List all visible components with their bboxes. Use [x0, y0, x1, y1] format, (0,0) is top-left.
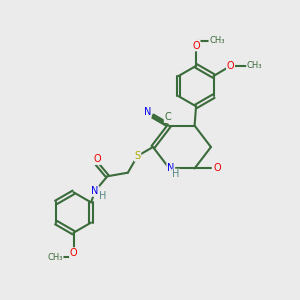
- Text: O: O: [227, 61, 234, 71]
- Text: O: O: [70, 248, 77, 258]
- Text: CH₃: CH₃: [47, 253, 63, 262]
- Text: O: O: [93, 154, 101, 164]
- Text: N: N: [144, 107, 151, 117]
- Text: N: N: [167, 164, 175, 173]
- Text: H: H: [172, 169, 179, 179]
- Text: N: N: [91, 186, 99, 196]
- Text: S: S: [134, 151, 141, 161]
- Text: CH₃: CH₃: [247, 61, 262, 70]
- Text: CH₃: CH₃: [209, 36, 225, 45]
- Text: O: O: [192, 41, 200, 51]
- Text: H: H: [99, 190, 106, 200]
- Text: O: O: [214, 164, 221, 173]
- Text: C: C: [164, 112, 171, 122]
